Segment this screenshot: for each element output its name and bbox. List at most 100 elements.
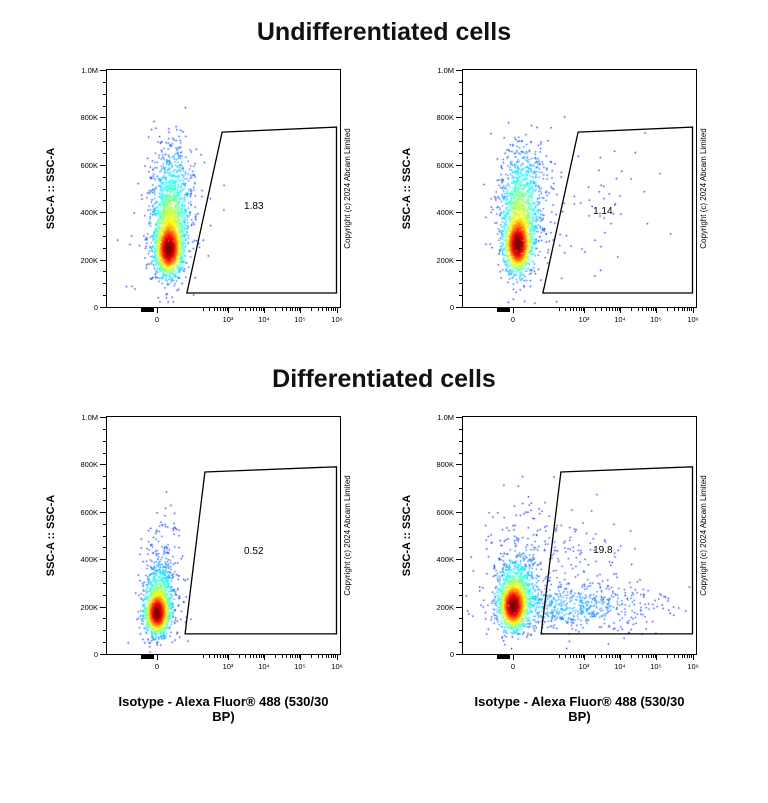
x-axis-minor-tick [286,655,287,658]
y-axis-minor-tick [103,499,106,501]
x-axis-minor-tick [311,655,312,658]
y-axis-minor-tick [459,499,462,501]
x-axis-minor-tick [256,308,257,311]
section-title-undifferentiated: Undifferentiated cells [256,18,512,46]
x-tick-label: 10⁵ [650,315,662,324]
x-axis-minor-tick [559,308,560,311]
y-axis-major-tick [456,69,462,71]
y-axis-minor-tick [103,523,106,525]
x-axis-minor-tick [689,308,690,311]
x-axis-major-tick [584,655,585,660]
y-axis-minor-tick [103,582,106,584]
x-axis-minor-tick [261,308,262,311]
y-axis-minor-tick [459,546,462,548]
x-axis-minor-tick [245,655,246,658]
y-axis-major-tick [100,558,106,560]
x-axis-minor-tick [674,655,675,658]
x-axis-minor-tick [631,655,632,658]
y-axis-minor-tick [103,487,106,489]
gate-percentage: 1.83 [244,201,264,213]
x-axis-minor-tick [646,308,647,311]
y-axis-minor-tick [459,629,462,631]
x-axis-minor-tick [328,655,329,658]
x-axis-minor-tick [653,308,654,311]
x-axis-minor-tick [559,655,560,658]
x-axis-minor-tick [576,655,577,658]
x-axis-minor-tick [655,308,656,311]
y-axis-minor-tick [459,594,462,596]
x-axis-negative-tick [501,655,503,659]
x-axis-minor-tick [225,308,226,311]
y-tick-label: 600K [436,508,454,517]
x-axis-minor-tick [653,655,654,658]
x-axis-minor-tick [295,655,296,658]
x-axis-minor-tick [579,655,580,658]
y-axis-major-tick [100,511,106,513]
x-tick-label: 0 [154,662,160,671]
x-axis-minor-tick [642,308,643,311]
scatter-canvas [463,417,696,654]
y-axis-minor-tick [459,223,462,225]
x-axis-minor-tick [678,308,679,311]
x-axis-minor-tick [595,655,596,658]
gate-percentage: 1.14 [593,206,613,218]
x-axis-major-tick [264,655,265,660]
x-axis-minor-tick [318,308,319,311]
x-axis-major-tick [228,655,229,660]
x-axis-minor-tick [328,308,329,311]
x-axis-minor-tick [223,308,224,311]
x-axis-minor-tick [239,308,240,311]
x-tick-label: 10⁶ [331,662,343,671]
x-axis-minor-tick [612,308,613,311]
y-tick-label: 0 [93,650,98,659]
x-axis-minor-tick [299,655,300,658]
x-axis-minor-tick [217,655,218,658]
y-axis-minor-tick [459,535,462,537]
x-axis-minor-tick [674,308,675,311]
x-axis-major-tick [620,308,621,313]
x-axis-minor-tick [573,655,574,658]
y-tick-label: 1.0M [81,413,98,422]
gate-percentage: 19.8 [593,544,613,556]
plot-area: 1.14 [462,69,697,308]
x-axis-minor-tick [565,308,566,311]
x-axis-minor-tick [615,308,616,311]
y-tick-label: 0 [449,303,454,312]
x-axis-minor-tick [595,308,596,311]
x-axis-minor-tick [682,655,683,658]
x-axis-minor-tick [606,655,607,658]
x-axis-minor-tick [667,655,668,658]
x-axis-minor-tick [290,655,291,658]
x-axis-negative-tick [143,655,145,659]
x-axis-major-tick [656,308,657,313]
x-axis-minor-tick [203,655,204,658]
x-axis-minor-tick [209,308,210,311]
y-axis-minor-tick [459,247,462,249]
gate-percentage: 0.52 [244,546,264,558]
x-axis-minor-tick [223,655,224,658]
x-axis-minor-tick [292,655,293,658]
y-axis-minor-tick [459,176,462,178]
plot-area: 1.83 [106,69,341,308]
y-axis-minor-tick [459,523,462,525]
x-axis-negative-tick [499,655,501,659]
x-axis-label: Isotype - Alexa Fluor® 488 (530/30 BP) [118,694,329,724]
x-axis-label-col-left: Isotype - Alexa Fluor® 488 (530/30 BP) [31,694,381,724]
x-tick-label: 10³ [578,315,590,324]
x-axis-minor-tick [250,308,251,311]
copyright-text: Copyright (c) 2024 Abcam Limited [699,475,708,596]
x-axis-minor-tick [282,655,283,658]
x-axis-minor-tick [256,655,257,658]
x-axis-minor-tick [667,308,668,311]
y-axis-minor-tick [459,452,462,454]
x-axis-minor-tick [691,655,692,658]
x-axis-major-tick [337,655,338,660]
x-axis-minor-tick [214,308,215,311]
x-tick-label: 10³ [578,662,590,671]
y-tick-label: 1.0M [437,66,454,75]
x-axis-minor-tick [615,655,616,658]
x-axis-minor-tick [601,655,602,658]
x-axis-major-tick [337,308,338,313]
y-axis-minor-tick [459,140,462,142]
x-axis-minor-tick [579,308,580,311]
